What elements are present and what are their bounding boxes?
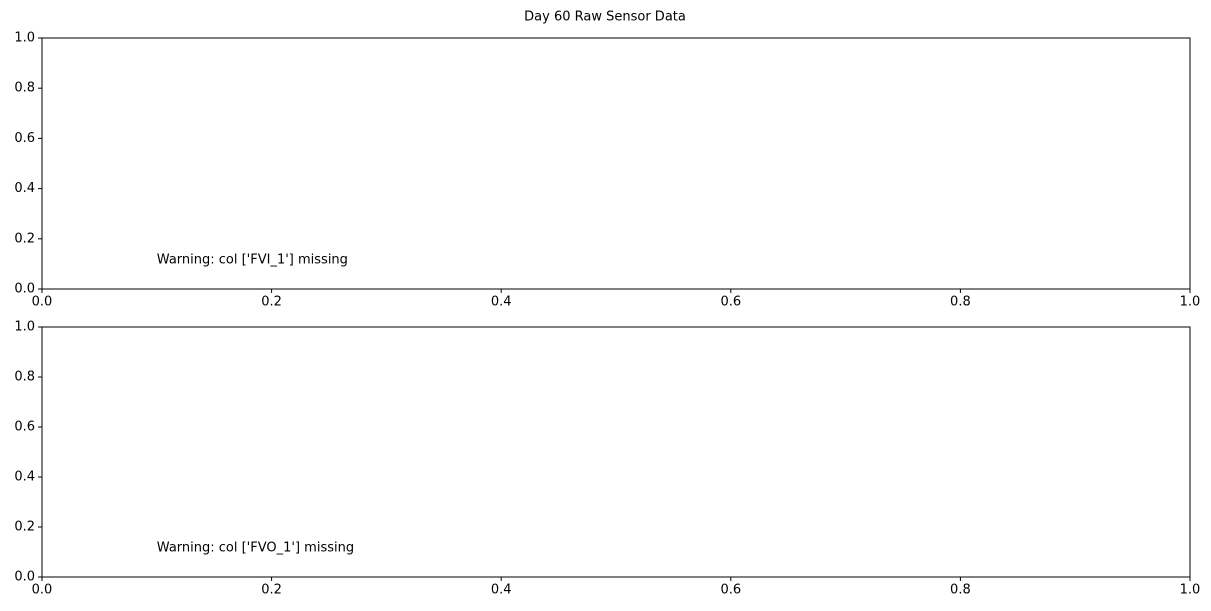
y-tick-label: 1.0: [14, 31, 35, 46]
x-tick-label: 0.8: [950, 295, 971, 310]
x-tick-label: 0.0: [32, 295, 53, 310]
x-tick-label: 0.6: [720, 295, 741, 310]
annotation: Warning: col ['FVO_1'] missing: [157, 541, 354, 556]
y-tick-label: 0.4: [14, 470, 35, 485]
y-tick-label: 0.8: [14, 81, 35, 96]
x-tick-label: 0.2: [261, 583, 282, 598]
x-tick-label: 0.8: [950, 583, 971, 598]
y-tick-label: 0.2: [14, 231, 35, 246]
y-tick-label: 1.0: [14, 320, 35, 335]
y-tick-label: 0.2: [14, 520, 35, 535]
x-tick-label: 0.4: [491, 583, 512, 598]
annotation: Warning: col ['FVI_1'] missing: [157, 252, 348, 267]
y-tick-label: 0.8: [14, 370, 35, 385]
x-tick-label: 0.6: [720, 583, 741, 598]
x-tick-label: 1.0: [1180, 583, 1201, 598]
x-tick-label: 1.0: [1180, 295, 1201, 310]
y-tick-label: 0.6: [14, 131, 35, 146]
y-tick-label: 0.6: [14, 420, 35, 435]
axes-frame: [41, 37, 1191, 290]
x-tick-label: 0.2: [261, 295, 282, 310]
x-tick-label: 0.4: [491, 295, 512, 310]
y-tick-label: 0.0: [14, 282, 35, 297]
figure-title: Day 60 Raw Sensor Data: [524, 10, 686, 25]
y-tick-label: 0.0: [14, 570, 35, 585]
x-tick-label: 0.0: [32, 583, 53, 598]
y-tick-label: 0.4: [14, 181, 35, 196]
axes-frame: [41, 326, 1191, 578]
